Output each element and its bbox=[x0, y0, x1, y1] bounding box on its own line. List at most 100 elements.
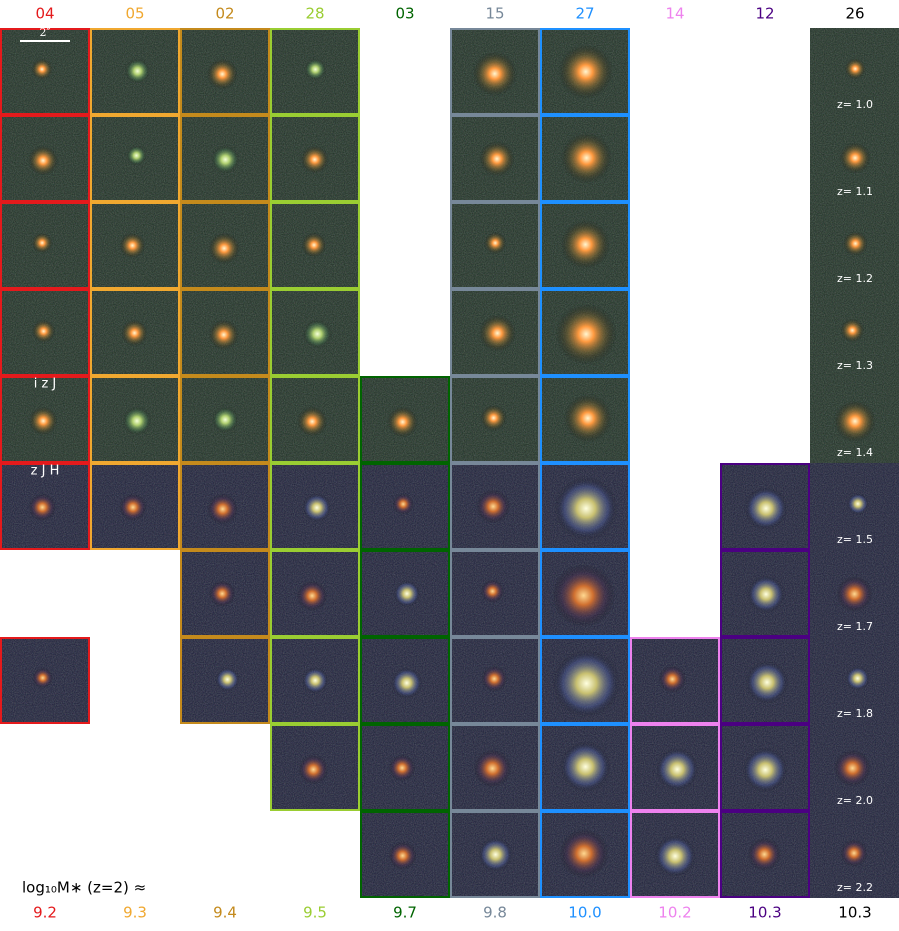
panel-border bbox=[720, 550, 810, 637]
panel-border bbox=[270, 637, 360, 724]
galaxy-panel bbox=[270, 463, 360, 550]
panel-border bbox=[90, 115, 180, 202]
column-label: 28 bbox=[305, 5, 324, 23]
galaxy-panel bbox=[0, 376, 90, 463]
panel-border bbox=[450, 28, 540, 115]
panel-border bbox=[540, 202, 630, 289]
galaxy bbox=[298, 754, 329, 785]
panel-border bbox=[540, 463, 630, 550]
galaxy bbox=[743, 747, 788, 793]
panel-border bbox=[360, 724, 450, 811]
panel-border bbox=[540, 811, 630, 898]
galaxy bbox=[388, 754, 416, 782]
galaxy-panel bbox=[630, 724, 720, 811]
galaxy-panel: z= 1.3 bbox=[810, 289, 899, 376]
galaxy bbox=[302, 319, 332, 349]
mass-value: 9.5 bbox=[303, 904, 327, 922]
panel-border bbox=[180, 376, 270, 463]
galaxy bbox=[480, 579, 505, 603]
panel-border bbox=[270, 463, 360, 550]
mass-value: 9.7 bbox=[393, 904, 417, 922]
galaxy-panel bbox=[630, 637, 720, 724]
panel-border bbox=[450, 811, 540, 898]
mass-value: 9.3 bbox=[123, 904, 147, 922]
galaxy bbox=[119, 232, 146, 259]
galaxy-panel bbox=[0, 289, 90, 376]
galaxy bbox=[484, 231, 507, 255]
galaxy bbox=[560, 219, 611, 270]
panel-border bbox=[540, 289, 630, 376]
panel-border bbox=[90, 28, 180, 115]
panel-border bbox=[180, 115, 270, 202]
galaxy-panel bbox=[180, 28, 270, 115]
galaxy-panel: z= 1.4 bbox=[810, 376, 899, 463]
mass-value: 9.2 bbox=[33, 904, 57, 922]
galaxy bbox=[387, 406, 419, 438]
galaxy bbox=[31, 232, 53, 254]
galaxy bbox=[304, 58, 327, 81]
mass-value: 10.2 bbox=[658, 904, 691, 922]
scale-bar-label: 2″ bbox=[39, 26, 50, 39]
galaxy bbox=[212, 406, 239, 433]
column-label: 04 bbox=[35, 5, 54, 23]
galaxy bbox=[658, 665, 687, 693]
galaxy bbox=[745, 661, 789, 704]
galaxy bbox=[744, 486, 788, 530]
panel-border bbox=[450, 550, 540, 637]
redshift-label: z= 1.1 bbox=[837, 185, 873, 198]
galaxy-panel bbox=[180, 376, 270, 463]
panel-border bbox=[270, 724, 360, 811]
galaxy-panel bbox=[720, 811, 810, 898]
panel-border bbox=[540, 724, 630, 811]
galaxy-panel bbox=[450, 202, 540, 289]
galaxy bbox=[302, 493, 332, 522]
column-label: 15 bbox=[485, 5, 504, 23]
redshift-label: z= 1.4 bbox=[837, 446, 873, 459]
band-label: i z J bbox=[34, 377, 57, 392]
galaxy-panel bbox=[90, 115, 180, 202]
panel-border bbox=[270, 115, 360, 202]
panel-border bbox=[0, 202, 90, 289]
galaxy bbox=[839, 142, 871, 174]
galaxy bbox=[124, 58, 151, 84]
galaxy-panel bbox=[720, 463, 810, 550]
galaxy-panel: z= 1.1 bbox=[810, 115, 899, 202]
panel-border bbox=[540, 376, 630, 463]
galaxy-panel bbox=[0, 115, 90, 202]
panel-border bbox=[540, 28, 630, 115]
mass-value: 10.3 bbox=[748, 904, 781, 922]
galaxy bbox=[391, 667, 423, 699]
galaxy-panel bbox=[180, 550, 270, 637]
redshift-label: z= 1.5 bbox=[837, 533, 873, 546]
mass-value: 9.4 bbox=[213, 904, 237, 922]
galaxy bbox=[122, 406, 152, 436]
galaxy-panel bbox=[270, 550, 360, 637]
panel-border bbox=[90, 463, 180, 550]
panel-border bbox=[540, 550, 630, 637]
panel-border bbox=[540, 637, 630, 724]
panel-border bbox=[180, 202, 270, 289]
galaxy bbox=[836, 575, 873, 612]
panel-border bbox=[270, 28, 360, 115]
galaxy bbox=[31, 319, 56, 343]
galaxy-panel bbox=[540, 811, 630, 898]
galaxy-panel bbox=[270, 637, 360, 724]
galaxy-panel bbox=[450, 637, 540, 724]
galaxy bbox=[747, 575, 785, 613]
galaxy-panel bbox=[450, 289, 540, 376]
galaxy bbox=[32, 667, 54, 689]
galaxy-panel bbox=[450, 28, 540, 115]
panel-border bbox=[630, 637, 720, 724]
galaxy-panel: z= 1.7 bbox=[810, 550, 899, 637]
panel-border bbox=[0, 289, 90, 376]
galaxy-panel bbox=[450, 463, 540, 550]
galaxy-panel: z= 1.8 bbox=[810, 637, 899, 724]
galaxy-panel: z= 2.0 bbox=[810, 724, 899, 811]
galaxy-panel bbox=[180, 289, 270, 376]
panel-border bbox=[0, 115, 90, 202]
galaxy bbox=[478, 837, 513, 872]
galaxy-panel: z= 2.2 bbox=[810, 811, 899, 898]
galaxy-panel bbox=[720, 550, 810, 637]
galaxy bbox=[206, 58, 238, 90]
